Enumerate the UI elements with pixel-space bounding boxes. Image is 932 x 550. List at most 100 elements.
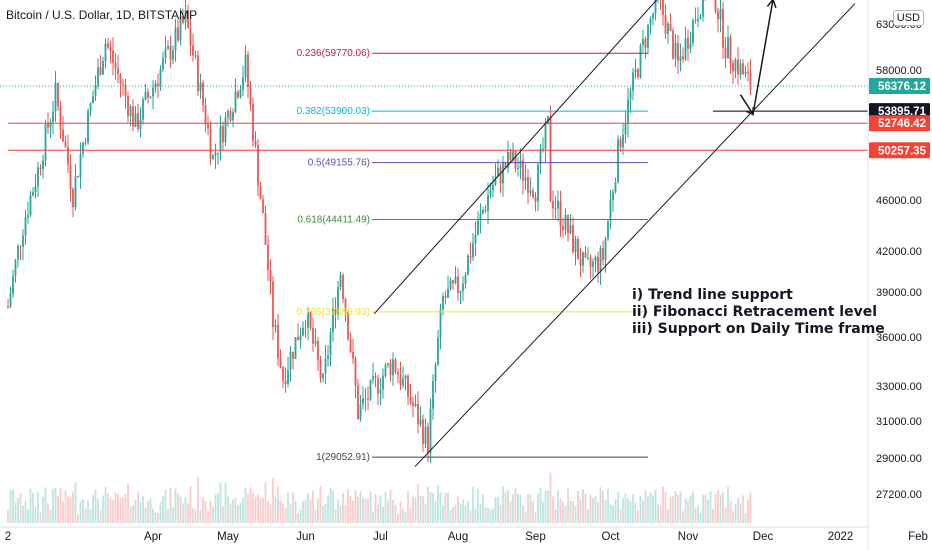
x-tick-label: 2: [5, 531, 11, 543]
volume-bar: [597, 502, 599, 523]
volume-bar: [374, 494, 377, 523]
time-axis[interactable]: 2 Apr May Jun Jul Aug Sep Oct Nov Dec 2022 Feb: [0, 526, 928, 543]
candle: [27, 201, 29, 224]
volume-bar: [224, 482, 227, 523]
volume-bar: [404, 512, 407, 523]
candle: [84, 137, 87, 146]
candle: [49, 118, 52, 139]
candle: [402, 366, 404, 389]
y-tick-label: 29000.00: [876, 453, 922, 465]
volume-bar: [207, 511, 209, 523]
volume-bar: [199, 509, 202, 523]
candle: [422, 414, 424, 453]
volume-bar: [474, 508, 477, 523]
y-tick-label: 46000.00: [876, 195, 922, 207]
volume-bar: [729, 501, 732, 523]
volume-bar: [319, 485, 322, 523]
volume-bar: [379, 495, 382, 523]
volume-bar: [204, 501, 207, 523]
candle: [272, 276, 274, 341]
volume-bar: [282, 503, 284, 523]
volume-bar: [197, 476, 199, 523]
volume-bar: [172, 507, 174, 523]
volume-bar: [739, 503, 742, 523]
candle: [354, 356, 357, 399]
candle: [127, 91, 129, 123]
candle: [557, 190, 559, 222]
volume-bar: [702, 494, 704, 523]
horizontal-levels[interactable]: [8, 0, 868, 151]
volume-bar: [372, 512, 374, 523]
volume-bar: [607, 488, 609, 523]
price-label: 56376.12: [869, 77, 930, 94]
volume-bar: [674, 491, 677, 523]
fib-level-label: 1(29052.91): [316, 452, 370, 463]
candle: [394, 357, 397, 374]
volume-bar: [342, 493, 344, 523]
volume-bar: [409, 508, 412, 523]
volume-bar: [129, 506, 132, 523]
volume-bar: [149, 498, 152, 523]
volume-bar: [14, 502, 17, 523]
candle: [437, 330, 439, 367]
candle: [697, 7, 699, 28]
candle: [624, 110, 627, 143]
candle: [642, 29, 644, 53]
candle: [347, 310, 349, 341]
volume-bar: [264, 482, 267, 523]
candle: [29, 190, 32, 218]
candle: [342, 272, 344, 303]
candle: [12, 269, 14, 298]
volume-bar: [514, 487, 517, 523]
candle: [469, 242, 472, 264]
candle: [227, 108, 229, 127]
projection-arrow[interactable]: [739, 0, 777, 117]
candle: [314, 328, 317, 347]
volume-bar: [654, 489, 657, 523]
candle: [129, 104, 132, 126]
volume-bar: [447, 492, 449, 523]
candle: [14, 258, 17, 283]
volume-bar: [679, 491, 682, 523]
candle: [9, 286, 12, 309]
volume-bar: [34, 507, 37, 523]
volume-bar: [47, 503, 49, 523]
volume-bar: [647, 496, 649, 523]
candle: [372, 362, 374, 384]
candle: [197, 50, 199, 97]
trend-channel[interactable]: [373, 0, 856, 467]
candle: [662, 0, 664, 27]
trend-line[interactable]: [414, 3, 856, 467]
currency-badge[interactable]: USD: [892, 10, 924, 26]
candle: [737, 46, 739, 85]
volume-bar: [57, 495, 59, 523]
candle: [299, 327, 302, 349]
candle: [705, 0, 706, 1]
candle: [267, 235, 269, 281]
x-tick-label: Nov: [678, 531, 699, 543]
trend-line[interactable]: [373, 0, 721, 315]
volume-bar: [297, 513, 299, 523]
volume-bar: [114, 492, 117, 523]
volume-bar: [574, 505, 577, 523]
candle: [309, 311, 312, 330]
volume-bar: [459, 503, 462, 523]
volume-bar: [254, 496, 257, 523]
volume-bar: [547, 490, 549, 523]
candle: [684, 26, 687, 62]
fibonacci-retracement[interactable]: 0(69258.61)0.236(59770.06)0.382(53900.03…: [297, 0, 648, 463]
candle: [337, 280, 339, 320]
candle: [157, 73, 159, 98]
volume-bar: [532, 500, 534, 523]
y-tick-label: 42000.00: [876, 246, 922, 258]
volume-bar: [222, 506, 224, 523]
candle: [732, 59, 734, 85]
volume-bar: [67, 496, 69, 523]
candle: [454, 266, 457, 285]
candle: [724, 36, 727, 68]
volume-bar: [247, 493, 249, 523]
projection-path[interactable]: [739, 0, 774, 117]
candle: [232, 108, 234, 128]
volume-bar: [229, 503, 232, 523]
